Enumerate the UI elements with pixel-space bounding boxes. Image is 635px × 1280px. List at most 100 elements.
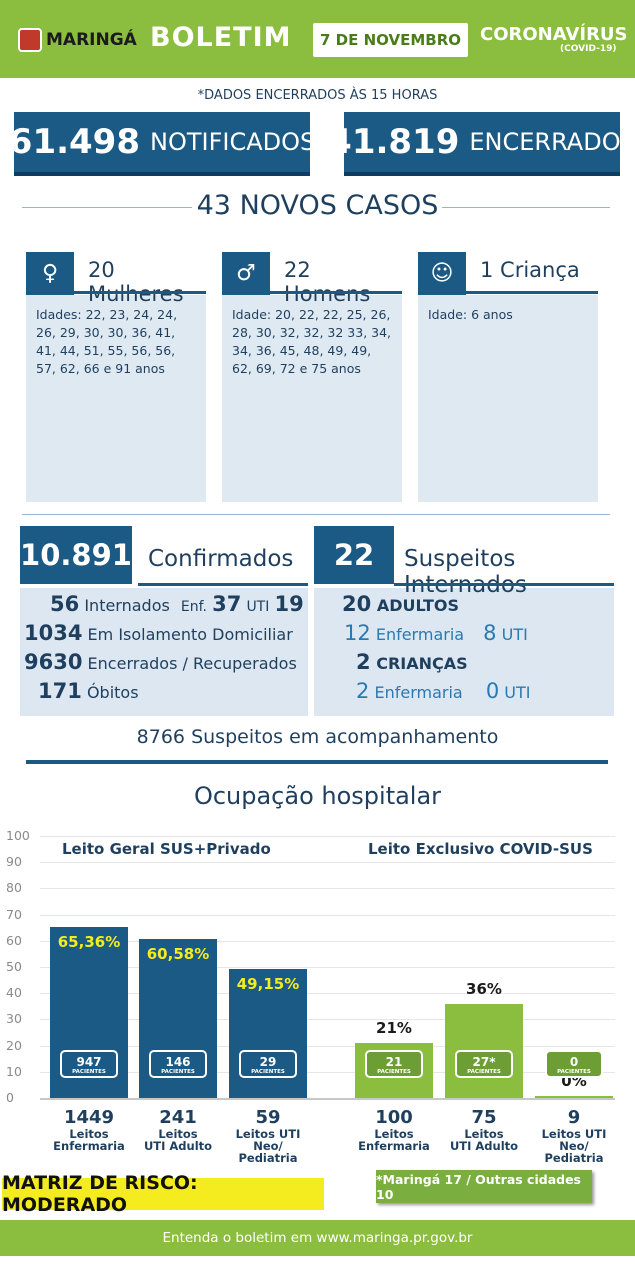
y-tick-label: 20 (6, 1037, 22, 1053)
enf-label: Enf. (180, 599, 208, 615)
bar (139, 939, 217, 1098)
pacientes-label: PACIENTES (467, 1069, 501, 1075)
divider (26, 760, 608, 764)
criancas-uti-label: UTI (504, 683, 531, 702)
internados-num: 56 (50, 592, 80, 616)
bar-value-label: 21% (376, 1018, 412, 1037)
page-title: BOLETIM (150, 22, 292, 53)
notificados-value: 61.498 (8, 122, 140, 162)
suspeitos-label: Suspeitos Internados (404, 546, 527, 598)
enf-num: 37 (212, 592, 242, 616)
category-name: Neo/ Pediatria (544, 1139, 604, 1165)
adultos-row: 20 ADULTOS (342, 592, 459, 616)
confirmados-panel (20, 588, 308, 716)
criancas-uti-num: 0 (485, 679, 500, 703)
criancas-row: 2 CRIANÇAS (356, 650, 468, 674)
gridline (40, 1098, 615, 1099)
man-icon: ♂ (222, 252, 270, 295)
internados-label: Internados (84, 596, 170, 615)
category-name: Neo/ Pediatria (238, 1139, 298, 1165)
card-homens: ♂ 22 Homens Idade: 20, 22, 22, 25, 26, 2… (222, 252, 402, 502)
adultos-uti-label: UTI (501, 625, 528, 644)
criancas-num: 2 (356, 650, 371, 674)
encerrados-box: 41.819 ENCERRADOS (328, 112, 635, 176)
category-name: Leitos UTI (235, 1127, 301, 1141)
recuperados-row: 9630 Encerrados / Recuperados (24, 650, 297, 674)
card-title: 20 Mulheres (88, 258, 184, 306)
adultos-label: ADULTOS (376, 596, 460, 615)
pacientes-count: 146 (165, 1055, 191, 1069)
y-tick-label: 40 (6, 985, 22, 1001)
bar (445, 1003, 523, 1098)
bar-value-label: 60,58% (146, 945, 210, 964)
maringa-note: *Maringá 17 / Outras cidades 10 (376, 1170, 592, 1203)
y-tick-label: 10 (6, 1063, 22, 1079)
category-total: 100 (375, 1107, 413, 1128)
y-tick-label: 0 (6, 1090, 14, 1105)
bar (229, 969, 307, 1098)
category-name: Enfermaria (53, 1139, 125, 1153)
x-axis-line (40, 1098, 615, 1100)
recuperados-num: 9630 (24, 650, 83, 674)
gridline (40, 1071, 615, 1073)
gridline (40, 1045, 615, 1047)
y-tick-label: 70 (6, 906, 22, 922)
isolamento-label: Em Isolamento Domiciliar (87, 625, 293, 644)
card-title: 1 Criança (480, 258, 580, 282)
card-crianca: ☺ 1 Criança Idade: 6 anos (418, 252, 598, 502)
internados-row: 56 Internados Enf. 37 UTI 19 (50, 592, 304, 616)
card-ages: Idade: 20, 22, 22, 25, 26, 28, 30, 32, 3… (232, 307, 392, 376)
category-name: UTI Adulto (143, 1139, 213, 1153)
obitos-row: 171 Óbitos (38, 679, 139, 703)
category-name: UTI Adulto (449, 1139, 519, 1153)
pacientes-count: 947 (76, 1055, 102, 1069)
y-tick-label: 80 (6, 880, 22, 896)
bar (50, 926, 128, 1098)
card-ages: Idade: 6 anos (428, 307, 513, 322)
encerrados-label: ENCERRADOS (469, 128, 635, 156)
pacientes-count: 0 (569, 1055, 579, 1069)
x-category-label: 100 Leitos Enfermaria (349, 1107, 439, 1153)
coronavirus-label: CORONAVÍRUS (480, 24, 628, 45)
recuperados-label: Encerrados / Recuperados (87, 654, 297, 673)
category-total: 59 (255, 1107, 281, 1128)
criancas-label: CRIANÇAS (376, 654, 468, 673)
gridline (40, 836, 615, 837)
criancas-enf-label: Enfermaria (374, 683, 463, 702)
category-total: 1449 (63, 1107, 115, 1128)
data-cutoff-note: *DADOS ENCERRADOS ÀS 15 HORAS (197, 88, 438, 103)
isolamento-row: 1034 Em Isolamento Domiciliar (24, 621, 293, 645)
y-tick-label: 50 (6, 959, 22, 974)
y-tick-label: 100 (6, 828, 30, 843)
notificados-label: NOTIFICADOS (149, 128, 316, 156)
date-badge: 7 DE NOVEMBRO (313, 23, 468, 57)
obitos-label: Óbitos (86, 683, 139, 702)
gridline (40, 993, 615, 995)
category-name: Leitos (69, 1127, 109, 1141)
gridline (40, 914, 615, 916)
category-name: Enfermaria (358, 1139, 430, 1153)
category-total: 75 (471, 1107, 497, 1128)
divider (394, 583, 614, 586)
city-crest-icon (18, 28, 42, 52)
bar-value-label: 0% (561, 1072, 587, 1090)
category-name: Leitos (158, 1127, 198, 1141)
notificados-box: 61.498 NOTIFICADOS (9, 112, 315, 176)
x-category-label: 241 Leitos UTI Adulto (133, 1108, 223, 1153)
adultos-enf-num: 12 (344, 621, 371, 645)
category-name: Leitos (374, 1127, 414, 1141)
confirmados-value: 10.891 (20, 526, 132, 584)
bar (355, 1042, 433, 1098)
gridline (40, 888, 615, 890)
covid-label: (COVID-19) (560, 44, 617, 54)
footer: Entenda o boletim em www.maringa.pr.gov.… (0, 1220, 635, 1256)
category-total: 9 (567, 1107, 581, 1128)
category-name: Leitos UTI (541, 1127, 607, 1141)
adultos-uti-num: 8 (483, 621, 497, 645)
y-tick-label: 30 (6, 1011, 22, 1027)
pacientes-badge: 146 PACIENTES (149, 1050, 207, 1078)
x-category-label: 1449 Leitos Enfermaria (44, 1107, 134, 1153)
gridline (40, 1019, 615, 1021)
pacientes-badge: 0 PACIENTES (545, 1050, 603, 1078)
divider (442, 207, 610, 208)
